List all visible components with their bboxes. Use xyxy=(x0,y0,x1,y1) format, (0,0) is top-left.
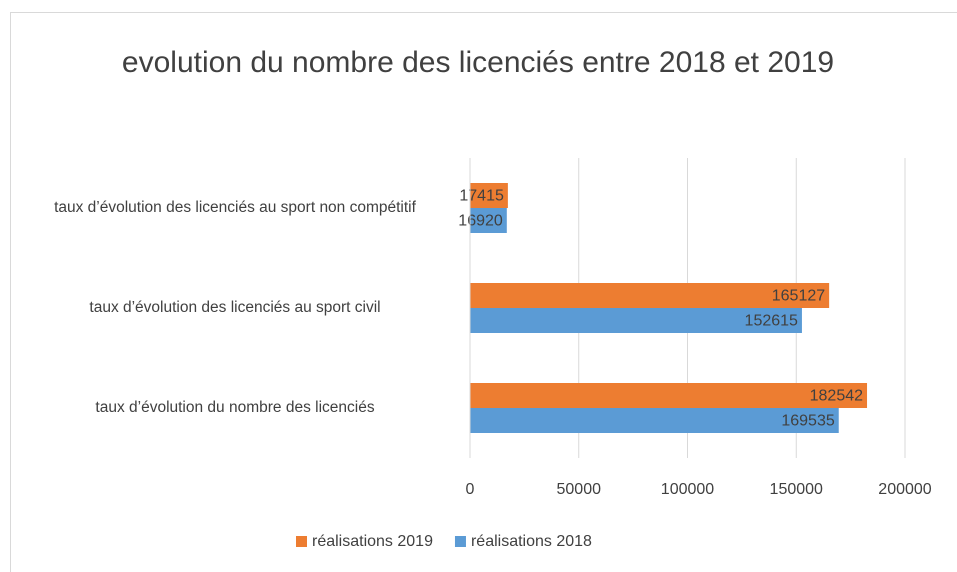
y-tick-label: taux d’évolution du nombre des licenciés xyxy=(95,399,375,416)
legend-swatch xyxy=(296,536,307,547)
data-label: 17415 xyxy=(459,188,504,205)
data-label: 152615 xyxy=(745,313,798,330)
y-tick-label: taux d’évolution des licenciés au sport … xyxy=(54,199,416,216)
x-tick-label: 100000 xyxy=(661,481,714,498)
x-tick-label: 0 xyxy=(466,481,475,498)
bar xyxy=(470,283,830,308)
legend-label: réalisations 2019 xyxy=(312,533,433,550)
bar xyxy=(470,383,868,408)
legend-swatch xyxy=(454,536,466,547)
legend-label: réalisations 2018 xyxy=(471,533,592,550)
chart-title: evolution du nombre des licenciés entre … xyxy=(121,46,835,79)
x-tick-label: 50000 xyxy=(557,481,602,498)
bar xyxy=(470,208,507,233)
y-tick-label: taux d’évolution des licenciés au sport … xyxy=(89,299,381,316)
bar xyxy=(470,183,508,208)
bar xyxy=(470,408,839,433)
data-label: 182542 xyxy=(810,388,863,405)
data-label: 169535 xyxy=(781,413,834,430)
data-label: 16920 xyxy=(458,213,503,230)
data-label: 165127 xyxy=(772,288,825,305)
chart-border xyxy=(10,12,957,572)
bar xyxy=(470,308,802,333)
x-tick-label: 150000 xyxy=(770,481,823,498)
x-tick-label: 200000 xyxy=(878,481,931,498)
